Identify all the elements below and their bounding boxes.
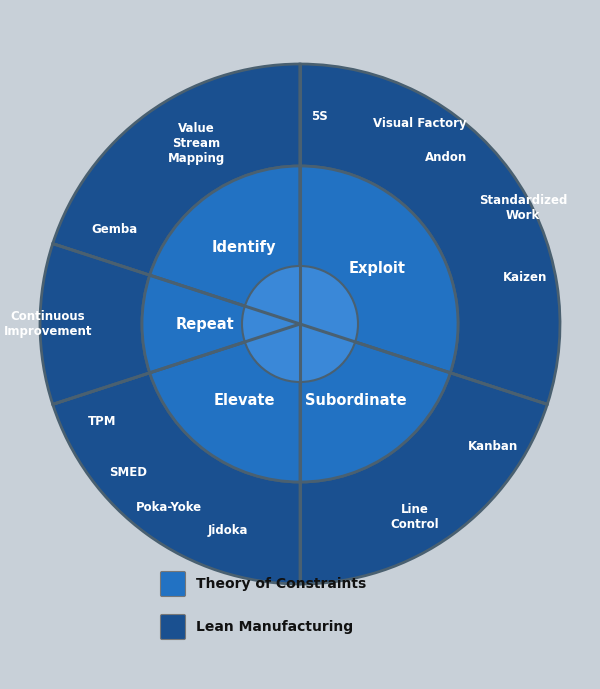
Wedge shape <box>40 244 150 404</box>
Text: Kaizen: Kaizen <box>503 271 547 284</box>
Text: SMED: SMED <box>109 466 146 479</box>
Text: Identify: Identify <box>212 240 277 255</box>
Text: Subordinate: Subordinate <box>305 393 407 408</box>
Wedge shape <box>150 324 300 482</box>
Text: Theory of Constraints: Theory of Constraints <box>196 577 366 591</box>
Wedge shape <box>300 373 547 584</box>
Text: Value
Stream
Mapping: Value Stream Mapping <box>167 123 224 165</box>
Text: Visual Factory: Visual Factory <box>373 117 467 130</box>
Text: Line
Control: Line Control <box>390 503 439 531</box>
Text: 5S: 5S <box>311 110 328 123</box>
Text: Elevate: Elevate <box>214 393 275 408</box>
Text: TPM: TPM <box>88 415 116 428</box>
Wedge shape <box>53 64 300 275</box>
Text: Jidoka: Jidoka <box>208 524 248 537</box>
Text: Gemba: Gemba <box>92 223 138 236</box>
Text: Repeat: Repeat <box>176 316 235 331</box>
FancyBboxPatch shape <box>161 615 185 639</box>
Wedge shape <box>300 166 458 373</box>
Text: Standardized
Work: Standardized Work <box>479 194 567 222</box>
Text: Kanban: Kanban <box>468 440 518 453</box>
Text: Continuous
Improvement: Continuous Improvement <box>4 310 92 338</box>
Circle shape <box>242 266 358 382</box>
Text: Exploit: Exploit <box>348 260 405 276</box>
Wedge shape <box>300 64 560 404</box>
Text: Andon: Andon <box>425 152 467 165</box>
Wedge shape <box>53 373 300 584</box>
Text: Lean Manufacturing: Lean Manufacturing <box>196 620 353 634</box>
Text: Poka-Yoke: Poka-Yoke <box>136 501 202 514</box>
Wedge shape <box>300 324 450 482</box>
FancyBboxPatch shape <box>161 571 185 597</box>
Wedge shape <box>142 275 300 373</box>
Wedge shape <box>150 166 300 324</box>
